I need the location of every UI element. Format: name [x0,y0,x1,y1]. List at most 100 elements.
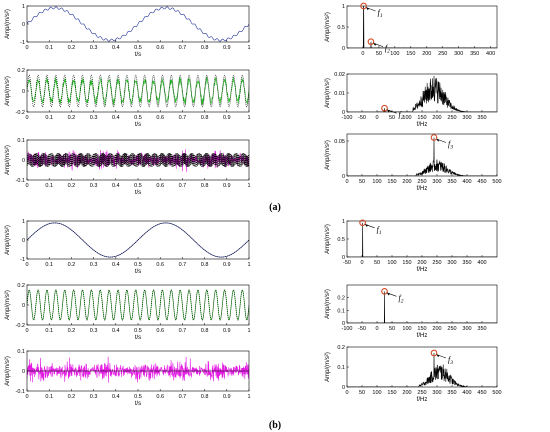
x-tick-label: -50 [358,326,366,332]
series-line-1 [27,74,249,108]
y-axis-label: Amp/(m/s²) [325,12,331,42]
arrowhead [373,43,377,46]
y-axis-label: Amp/(m/s²) [325,78,331,108]
x-tick-label: 400 [477,260,486,266]
x-tick-label: 450 [477,179,486,185]
x-tick-label: 0.8 [201,328,209,334]
y-tick-label: 0.2 [337,345,345,351]
y-axis-label: Amp/(m/s²) [5,290,11,320]
chart-a-t3: 0 0.1 0.2 0.3 0.4 0.5 0.6 0.7 0.8 0.9 10.10-0.1t/s… [5,138,251,196]
plot-area [27,6,249,42]
x-tick-label: 0.6 [156,394,164,400]
y-tick-label: 0 [342,321,345,327]
y-tick-label: -1 [20,40,25,46]
chart-b-t3: 0 0.1 0.2 0.3 0.4 0.5 0.6 0.7 0.8 0.9 10.10-0.1t/s… [5,349,251,407]
x-tick-label: 250 [417,390,426,396]
chart-a-t1: 0 0.1 0.2 0.3 0.4 0.5 0.6 0.7 0.8 0.9 110-1t/sAmp/… [5,4,251,58]
annotation-label: f2 [399,110,404,121]
x-tick-label: 350 [477,115,486,121]
x-tick-label: 0.6 [156,328,164,334]
y-tick-label: 0.02 [334,72,345,78]
peak-marker [381,104,388,112]
x-tick-label: 0 [375,326,378,332]
y-tick-label: 0.5 [337,25,345,31]
y-tick-label: 0.1 [337,308,345,314]
spectrum-line [347,291,497,323]
x-tick-label: 0.2 [68,183,76,189]
y-axis-label: Amp/(m/s²) [5,9,11,39]
x-tick-label: 400 [462,179,471,185]
plot-area [27,149,249,172]
x-axis-label: t/s [135,335,141,341]
y-tick-label: 1 [342,4,345,10]
x-tick-label: 200 [422,51,431,57]
x-tick-label: 350 [477,326,486,332]
chart-b-f2: -100 -50 0 50 100 150 200 250 300 350 0.2 0.1 0 f/Hz A… [325,284,498,339]
x-tick-label: 0.1 [45,115,53,121]
x-tick-label: 0.4 [112,115,120,121]
y-axis-label: Amp/(m/s²) [325,289,331,319]
x-tick-label: 100 [372,179,381,185]
y-tick-label: 1 [22,219,25,225]
y-tick-label: 0.5 [337,237,345,243]
x-tick-label: 0.1 [45,183,53,189]
x-tick-label: 150 [387,179,396,185]
x-axis-label: t/s [135,190,141,196]
x-tick-label: 0 [345,179,348,185]
arrowhead [387,109,390,113]
x-tick-label: 250 [447,115,456,121]
x-tick-label: 250 [447,326,456,332]
plot-area [347,6,497,48]
y-tick-label: 1 [22,4,25,10]
x-tick-label: 0.1 [45,45,53,51]
x-tick-label: 100 [390,51,399,57]
x-tick-label: 1 [247,328,250,334]
plot-area [347,137,497,176]
spectrum-line [347,222,497,257]
x-tick-label: 0.4 [112,262,120,268]
axes-frame [346,133,498,177]
peak-marker [430,349,438,357]
y-tick-label: 0.05 [334,139,345,145]
x-axis-label: f/Hz [417,397,428,403]
y-tick-label: 0 [22,22,25,28]
axes-frame [346,284,498,324]
series-line-0 [27,6,249,42]
chart-b-f3: 0 50 100 150 200 250 300 350 400 450 500 0.2 0.1 0 f/H… [325,345,502,403]
plot-area [27,74,249,108]
y-tick-label: 0 [22,158,25,164]
x-tick-label: 50 [389,326,395,332]
annotation-label: f3 [448,140,453,151]
x-tick-label: 0.5 [134,394,142,400]
y-tick-label: 0 [342,46,345,52]
x-tick-label: 0.7 [179,115,187,121]
x-tick-label: 0.3 [90,115,98,121]
x-tick-label: 0.3 [90,328,98,334]
y-tick-label: -0.2 [16,323,25,329]
annotation-label: f3 [448,355,453,366]
x-tick-label: 0.1 [45,328,53,334]
x-tick-label: 0.6 [156,45,164,51]
plot-area [27,289,249,321]
x-tick-label: 400 [462,390,471,396]
x-axis-label: f/Hz [417,122,428,128]
x-axis-label: f/Hz [417,333,428,339]
chart-b-t2: 0 0.1 0.2 0.3 0.4 0.5 0.6 0.7 0.8 0.9 10.20-0.2t/s… [5,283,251,341]
x-tick-label: 500 [492,179,501,185]
spectrum-line [347,137,497,176]
y-tick-label: 0 [342,255,345,261]
x-tick-label: 0.5 [134,328,142,334]
x-tick-label: 300 [462,115,471,121]
y-tick-label: -0.1 [16,389,25,395]
chart-a-f3: 0 50 100 150 200 250 300 350 400 450 500 0.05 0 f/Hz A… [325,133,502,192]
x-tick-label: 0 [25,262,28,268]
x-tick-label: 0.9 [223,183,231,189]
chart-b-t1: 0 0.1 0.2 0.3 0.4 0.5 0.6 0.7 0.8 0.9 110-1t/sAmp/… [5,219,251,275]
y-tick-label: 0.2 [337,296,345,302]
x-tick-label: 0.4 [112,183,120,189]
x-tick-label: 0.6 [156,115,164,121]
x-tick-label: 50 [359,390,365,396]
y-axis-label: Amp/(m/s²) [5,145,11,175]
x-tick-label: 0.8 [201,183,209,189]
x-axis-label: t/s [135,122,141,128]
